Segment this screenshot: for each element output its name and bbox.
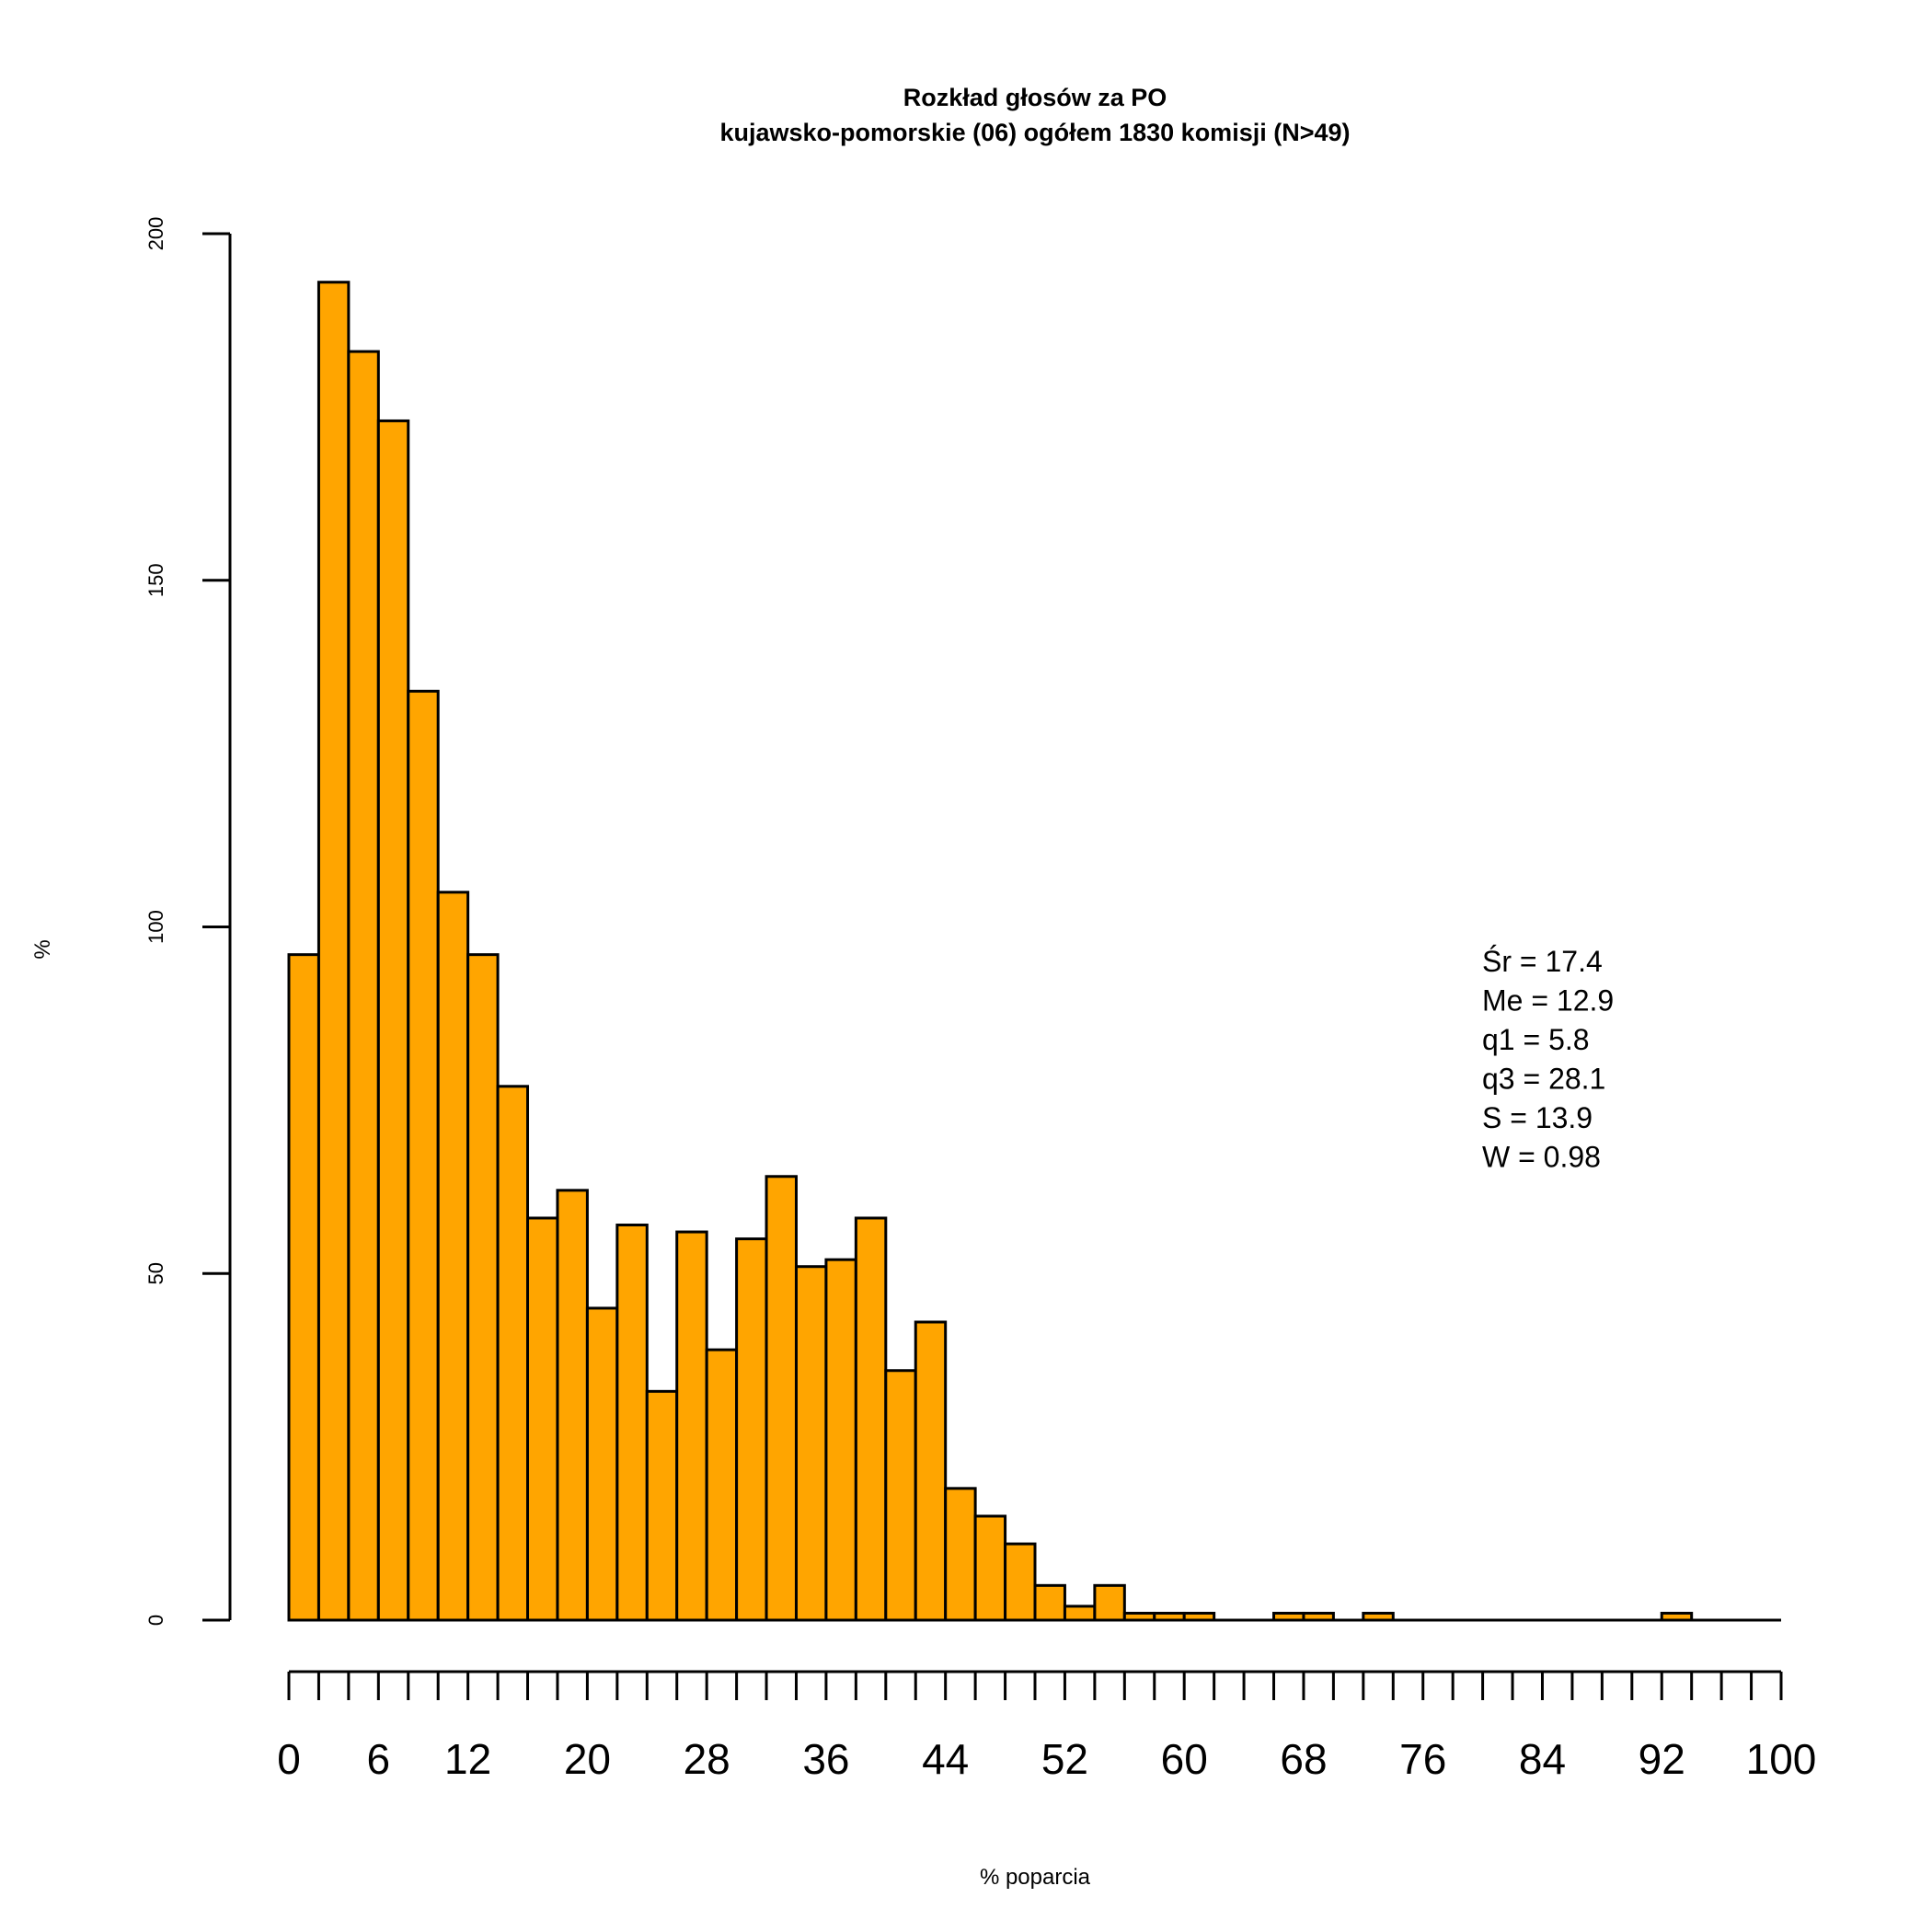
y-tick-label: 150 — [144, 563, 167, 597]
histogram-bar — [316, 281, 351, 1622]
histogram-bar — [496, 1085, 530, 1622]
y-tick-label: 100 — [144, 910, 167, 944]
histogram-bar — [556, 1189, 589, 1622]
y-axis-label: % — [30, 939, 55, 959]
y-tick-label: 50 — [144, 1262, 167, 1284]
stat-line: q1 = 5.8 — [1482, 1023, 1590, 1056]
x-tick-label: 28 — [684, 1735, 730, 1783]
y-axis: 0 50 100 150 200 — [144, 217, 232, 1626]
histogram-bar — [1093, 1583, 1126, 1622]
x-axis: 0 6 12 20 28 36 44 52 60 68 76 84 92 100 — [277, 1670, 1817, 1783]
histogram-bar — [615, 1224, 649, 1622]
x-tick-label: 44 — [922, 1735, 969, 1783]
stat-line: S = 13.9 — [1482, 1101, 1593, 1134]
x-tick-label: 60 — [1161, 1735, 1208, 1783]
x-tick-label: 0 — [277, 1735, 301, 1783]
x-tick-label: 92 — [1639, 1735, 1685, 1783]
histogram-bar — [765, 1175, 798, 1622]
histogram-bar — [376, 419, 410, 1622]
histogram-bar — [735, 1237, 768, 1622]
histogram-bar — [1004, 1542, 1037, 1622]
histogram-bar — [347, 350, 380, 1622]
x-tick-label: 68 — [1280, 1735, 1327, 1783]
histogram-bar — [705, 1348, 739, 1622]
histogram-bar — [675, 1230, 708, 1622]
histogram-bar — [1063, 1604, 1097, 1622]
bars-group — [287, 281, 1781, 1622]
histogram-bar — [884, 1369, 917, 1622]
histogram-bar — [585, 1306, 619, 1622]
x-tick-label: 20 — [564, 1735, 611, 1783]
histogram-bar — [466, 953, 500, 1622]
histogram-bar — [944, 1487, 977, 1622]
chart-title: Rozkład głosów za PO — [903, 84, 1167, 111]
histogram-bar — [914, 1320, 948, 1622]
x-tick-label: 6 — [367, 1735, 391, 1783]
stat-line: q3 = 28.1 — [1482, 1063, 1605, 1096]
chart-subtitle: kujawsko-pomorskie (06) ogółem 1830 komi… — [720, 119, 1351, 146]
x-tick-label: 76 — [1399, 1735, 1446, 1783]
histogram-bar — [973, 1514, 1007, 1622]
histogram-bar — [1033, 1583, 1066, 1622]
stat-line: W = 0.98 — [1482, 1141, 1601, 1174]
histogram-bar — [794, 1265, 828, 1622]
stats-annotation: Śr = 17.4 Me = 12.9 q1 = 5.8 q3 = 28.1 S = 1… — [1482, 945, 1614, 1174]
y-tick-label: 0 — [144, 1615, 167, 1626]
histogram-bar — [287, 953, 320, 1622]
histogram-bar — [436, 891, 470, 1622]
x-axis-label: % poparcia — [980, 1865, 1091, 1890]
x-tick-label: 52 — [1041, 1735, 1088, 1783]
histogram-bar — [645, 1389, 679, 1622]
histogram-bar — [854, 1216, 888, 1622]
histogram-bar — [824, 1258, 857, 1622]
x-tick-label: 100 — [1746, 1735, 1817, 1783]
stat-line: Śr = 17.4 — [1482, 945, 1603, 978]
x-tick-label: 84 — [1519, 1735, 1566, 1783]
stat-line: Me = 12.9 — [1482, 984, 1614, 1018]
x-tick-label: 36 — [802, 1735, 849, 1783]
histogram-bar — [526, 1216, 559, 1622]
x-tick-label: 12 — [444, 1735, 491, 1783]
histogram-bar — [407, 689, 440, 1622]
y-tick-label: 200 — [144, 217, 167, 251]
